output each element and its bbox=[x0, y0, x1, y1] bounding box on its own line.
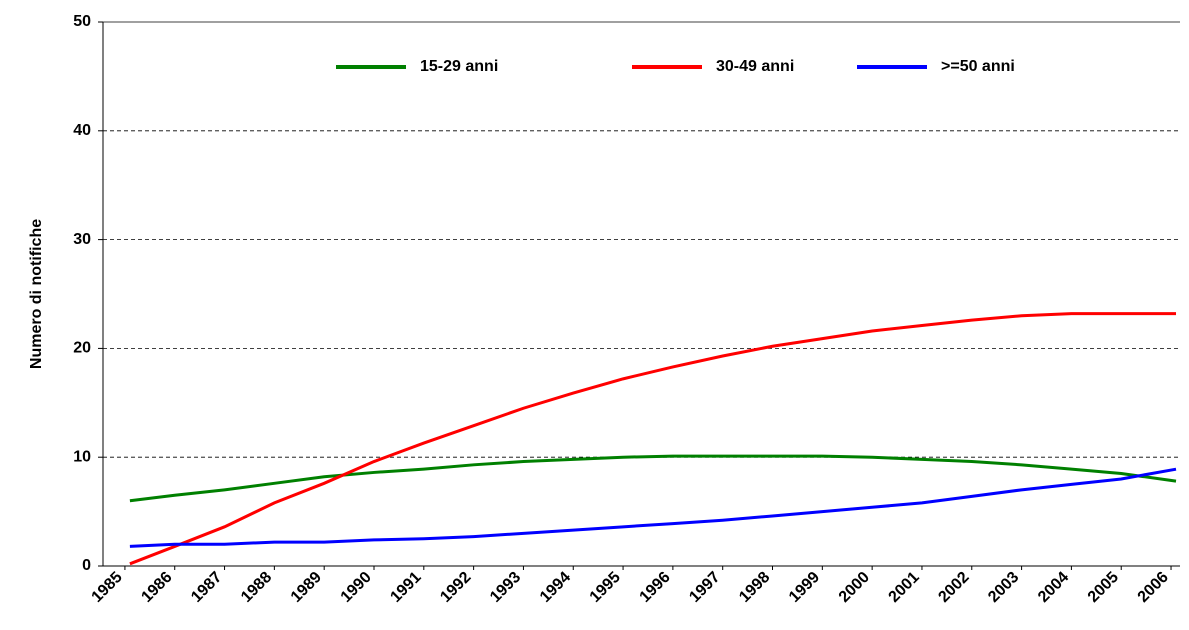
x-tick-label: 2004 bbox=[1035, 569, 1072, 606]
x-tick-label: 1992 bbox=[437, 569, 474, 606]
legend-label: 30-49 anni bbox=[716, 58, 794, 75]
x-tick-label: 1987 bbox=[188, 569, 225, 606]
line-series bbox=[129, 312, 1177, 566]
y-tick-label: 0 bbox=[82, 557, 91, 574]
x-tick-label: 1985 bbox=[89, 569, 126, 606]
x-tick-label: 2002 bbox=[935, 569, 972, 606]
x-tick-label: 1997 bbox=[686, 569, 723, 606]
x-tick-label: 1988 bbox=[238, 569, 275, 606]
legend-label: 15-29 anni bbox=[420, 58, 498, 75]
y-tick-label: 10 bbox=[73, 448, 91, 465]
x-tick-label: 2001 bbox=[886, 569, 923, 606]
y-tick-label: 50 bbox=[73, 13, 91, 30]
legend-label: >=50 anni bbox=[941, 58, 1015, 75]
x-tick-label: 1995 bbox=[587, 569, 624, 606]
y-tick-label: 40 bbox=[73, 122, 91, 139]
x-tick-label: 1986 bbox=[138, 569, 175, 606]
x-tick-label: 2000 bbox=[836, 569, 873, 606]
x-tick-label: 1990 bbox=[338, 569, 375, 606]
x-tick-label: 2006 bbox=[1135, 569, 1172, 606]
y-tick-label: 20 bbox=[73, 340, 91, 357]
x-tick-label: 2005 bbox=[1085, 569, 1122, 606]
x-tick-label: 1996 bbox=[637, 569, 674, 606]
x-tick-label: 1993 bbox=[487, 569, 524, 606]
line-series bbox=[129, 454, 1177, 503]
y-axis-title: Numero di notifiche bbox=[28, 219, 45, 369]
x-tick-label: 1994 bbox=[537, 569, 574, 606]
x-tick-label: 2003 bbox=[985, 569, 1022, 606]
x-tick-label: 1991 bbox=[387, 569, 424, 606]
line-series bbox=[129, 467, 1177, 548]
y-tick-label: 30 bbox=[73, 231, 91, 248]
x-tick-label: 1998 bbox=[736, 569, 773, 606]
x-tick-label: 1989 bbox=[288, 569, 325, 606]
x-tick-label: 1999 bbox=[786, 569, 823, 606]
